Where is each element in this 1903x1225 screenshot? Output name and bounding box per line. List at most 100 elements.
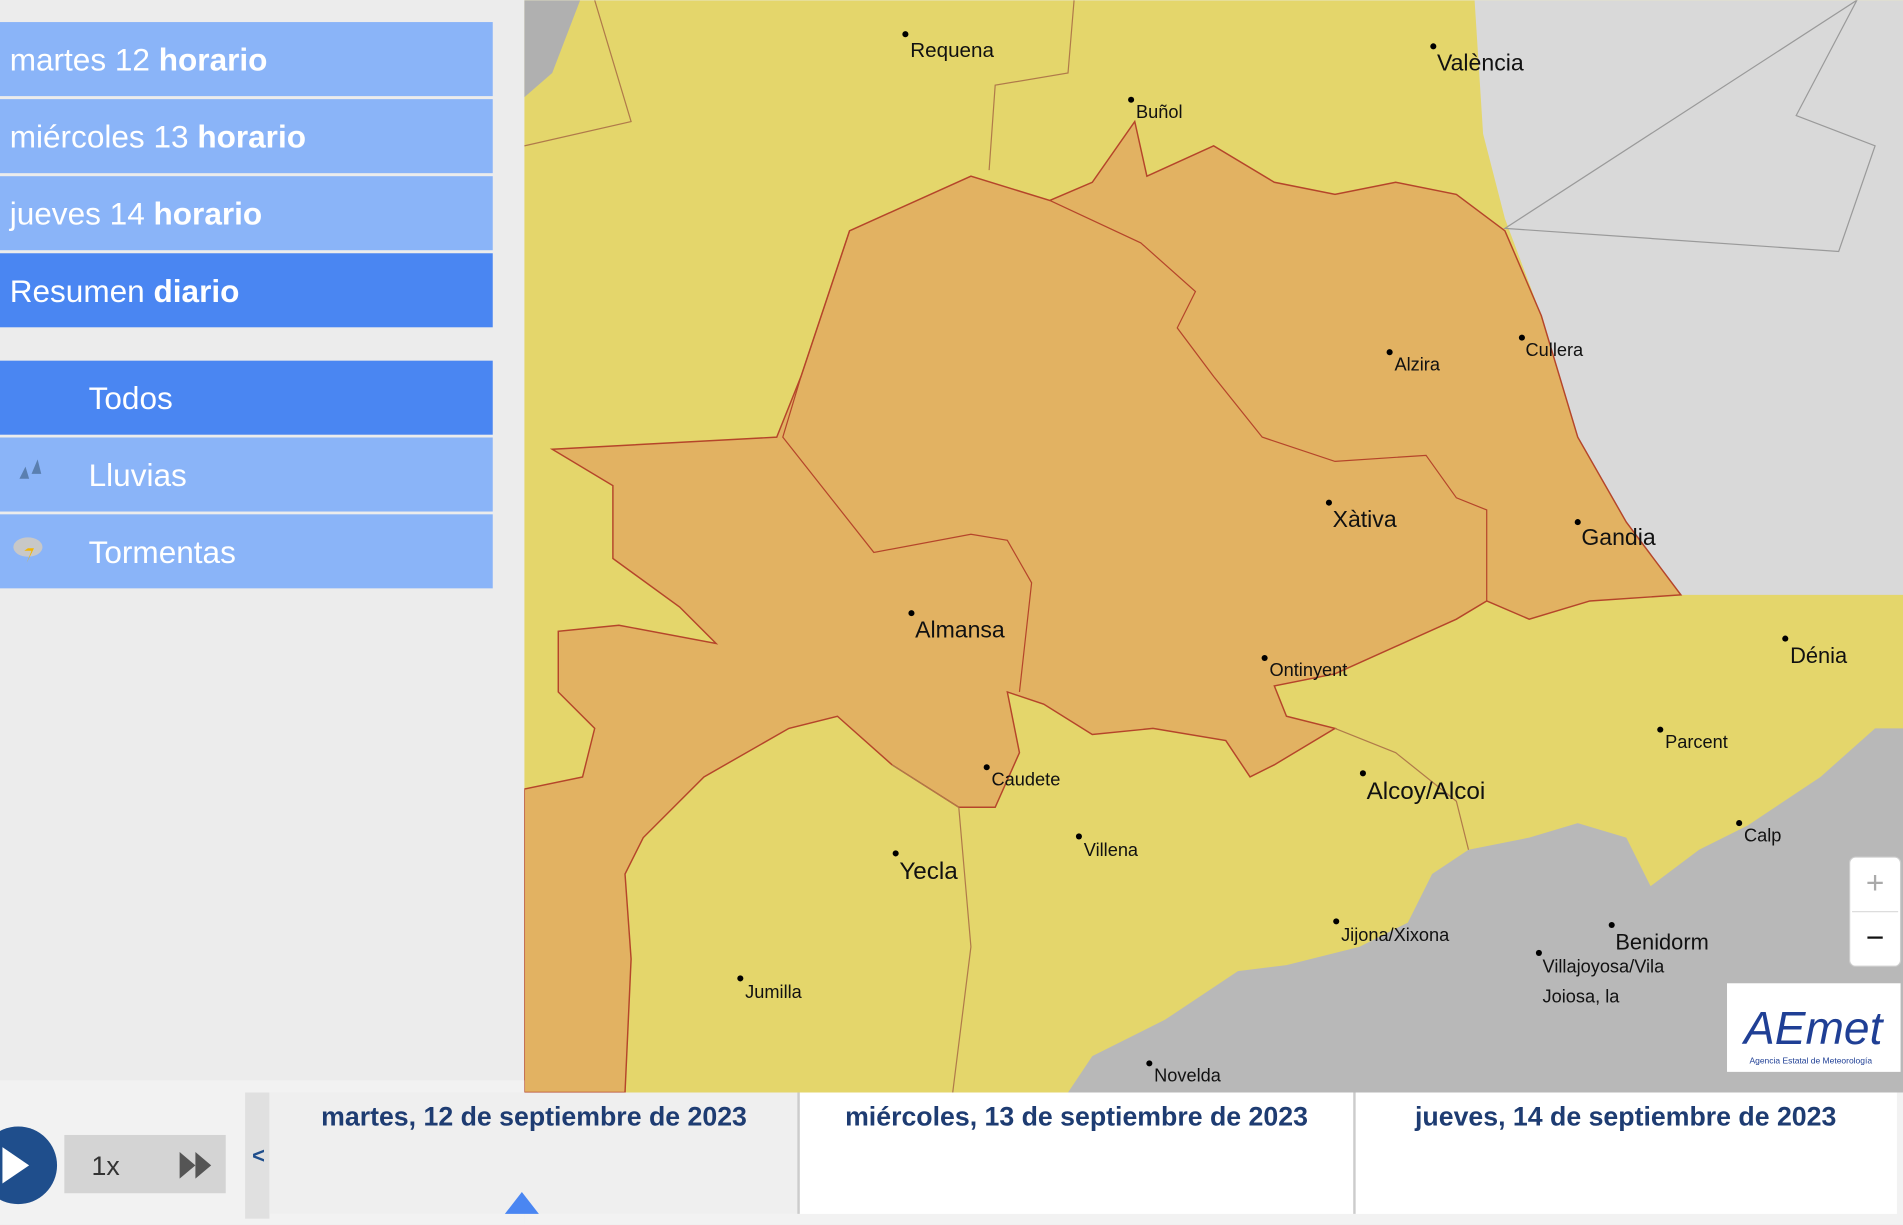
menu-mode: horario <box>154 196 263 232</box>
city-label: Benidorm <box>1615 929 1708 954</box>
date-tab[interactable]: martes, 12 de septiembre de 2023 <box>269 1092 799 1214</box>
fast-forward-icon <box>179 1151 196 1179</box>
city-dot <box>1782 635 1789 642</box>
menu-mode: diario <box>153 273 239 309</box>
city-dot <box>983 764 990 771</box>
city-label: Jumilla <box>745 982 802 1002</box>
city-dot <box>1146 1060 1153 1067</box>
logo-name: AEmet <box>1741 1002 1885 1054</box>
warning-orange-area <box>524 119 1683 1093</box>
menu-item[interactable]: jueves 14 horario <box>0 176 493 251</box>
menu-item-bg <box>0 253 493 328</box>
filter-menu: Todos Lluvias Tormentas <box>0 360 493 589</box>
menu-item-bg <box>0 99 493 174</box>
logo: AEmet Agencia Estatal de Meteorología <box>1727 983 1901 1072</box>
menu-item[interactable]: miércoles 13 horario <box>0 99 493 174</box>
city-label: Cullera <box>1526 340 1585 360</box>
city-dot <box>1333 918 1340 925</box>
city-label: Requena <box>910 39 994 62</box>
city-dot <box>1430 43 1437 50</box>
menu-mode: horario <box>197 119 306 155</box>
rain-icon <box>19 459 42 479</box>
city-labels: Requena València Buñol Alzira Cullera Xàtiva G… <box>737 31 1848 1086</box>
date-tab[interactable]: miércoles, 13 de septiembre de 2023 <box>797 1092 1355 1214</box>
region-border <box>891 764 972 1093</box>
region-border <box>782 230 1033 693</box>
city-dot <box>1608 921 1615 929</box>
menu-item[interactable]: martes 12 horario <box>0 22 493 97</box>
city-dot <box>1128 96 1135 103</box>
sea-line <box>1503 0 1876 253</box>
zoom-out[interactable]: − <box>1866 919 1884 955</box>
menu-item[interactable]: Resumen diario <box>0 253 493 328</box>
city-label: Parcent <box>1665 732 1728 752</box>
menu-item-label: miércoles 13 horario <box>10 119 306 155</box>
menu-day: Resumen <box>10 273 145 309</box>
menu-item-label: martes 12 horario <box>10 42 268 78</box>
city-label: Alzira <box>1394 354 1440 374</box>
city-label: Yecla <box>899 858 958 885</box>
city-dot <box>1386 349 1393 356</box>
sea <box>1474 0 1903 595</box>
storm-bolt <box>24 548 34 563</box>
filter-item[interactable]: Todos <box>0 360 493 435</box>
city-dot <box>1535 949 1542 956</box>
filter-label: Tormentas <box>89 534 236 570</box>
region-border <box>1334 727 1470 850</box>
menu-item-label: jueves 14 horario <box>9 196 262 232</box>
city-label: Buñol <box>1136 102 1183 122</box>
menu-day: miércoles 13 <box>10 119 189 155</box>
city-dot <box>1075 833 1082 840</box>
city-dot <box>1518 334 1525 341</box>
city-label: Gandia <box>1581 524 1655 550</box>
zoom-in[interactable]: + <box>1866 864 1884 900</box>
city-dot <box>1359 770 1366 777</box>
prev-bg <box>245 1092 270 1219</box>
filter-item[interactable]: Lluvias <box>0 437 493 512</box>
city-label: Caudete <box>992 769 1061 789</box>
menu-day: martes 12 <box>10 42 150 78</box>
city-label: Jijona/Xixona <box>1341 925 1450 945</box>
city-dot <box>902 31 909 38</box>
fast-forward-icon <box>195 1151 212 1179</box>
date-tab-bg <box>798 1092 1355 1214</box>
city-label: Novelda <box>1154 1066 1222 1086</box>
city-label: Dénia <box>1790 643 1848 668</box>
menu-item-bg <box>0 22 493 97</box>
date-tab-label: miércoles, 13 de septiembre de 2023 <box>845 1101 1308 1131</box>
land-grey <box>524 0 581 98</box>
city-dot <box>1657 726 1664 733</box>
city-dot <box>1325 499 1332 506</box>
filter-item[interactable]: Tormentas <box>0 514 493 589</box>
menu-item-label: Resumen diario <box>10 273 240 309</box>
region-border <box>1049 199 1488 601</box>
date-tab-label: jueves, 14 de septiembre de 2023 <box>1414 1101 1836 1131</box>
filter-label: Lluvias <box>89 457 187 493</box>
date-tabs: martes, 12 de septiembre de 2023 miércole… <box>269 1092 1897 1214</box>
city-label: Calp <box>1744 825 1781 845</box>
logo-box <box>1727 983 1901 1072</box>
speed-label: 1x <box>91 1151 120 1181</box>
city-dot <box>737 975 744 982</box>
filter-item-bg <box>0 437 493 512</box>
logo-subtitle: Agencia Estatal de Meteorología <box>1749 1055 1872 1065</box>
filter-item-bg <box>0 360 493 435</box>
city-label: Joiosa, la <box>1543 987 1621 1007</box>
city-label: Almansa <box>915 616 1005 642</box>
city-dot <box>1736 820 1743 827</box>
city-label: València <box>1437 50 1524 76</box>
storm-icon <box>13 537 43 557</box>
date-tab-bg <box>1354 1092 1897 1214</box>
zoom-control: + − <box>1848 856 1902 967</box>
city-dot <box>1261 654 1268 662</box>
map: Requena València Buñol Alzira Cullera Xàtiva G… <box>524 0 1903 1093</box>
city-label: Villena <box>1084 840 1139 860</box>
prev-button[interactable]: < <box>252 1143 265 1168</box>
city-label: Xàtiva <box>1333 506 1397 532</box>
timeline: 1x < martes, 12 de septiembre de 2023 mié… <box>0 1080 1903 1225</box>
city-label: Villajoyosa/Vila <box>1543 956 1666 976</box>
date-tab[interactable]: jueves, 14 de septiembre de 2023 <box>1353 1092 1897 1214</box>
